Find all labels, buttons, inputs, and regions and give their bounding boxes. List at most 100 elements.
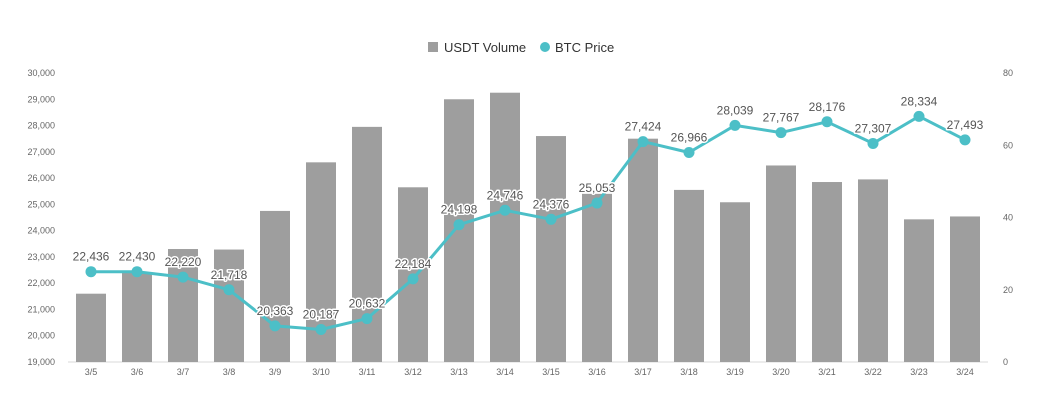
legend-label-usdt-volume: USDT Volume	[444, 40, 526, 55]
x-axis-tick-label: 3/6	[131, 367, 144, 377]
x-axis-tick-label: 3/22	[864, 367, 882, 377]
left-axis-tick-label: 28,000	[27, 121, 55, 131]
x-axis-tick-label: 3/24	[956, 367, 974, 377]
x-axis-tick-label: 3/7	[177, 367, 190, 377]
btc-price-data-label: 21,718	[211, 268, 248, 282]
btc-price-point	[591, 197, 603, 209]
left-axis: 19,000 20,000 21,000 22,000 23,000 24,000 25,0…	[27, 68, 55, 367]
x-axis-tick-label: 3/10	[312, 367, 330, 377]
btc-price-data-label: 27,493	[947, 118, 984, 132]
right-axis-tick-label: 0	[1003, 357, 1008, 367]
bar-usdt-volume	[628, 138, 658, 362]
bar-usdt-volume	[812, 182, 842, 362]
x-axis-tick-label: 3/17	[634, 367, 652, 377]
btc-price-data-label: 20,632	[349, 297, 386, 311]
right-axis-tick-label: 20	[1003, 285, 1013, 295]
right-axis: 0 20 40 60 80	[1003, 68, 1013, 367]
btc-price-data-label: 22,184	[395, 257, 432, 271]
bar-usdt-volume	[260, 210, 290, 362]
x-axis-tick-label: 3/21	[818, 367, 836, 377]
left-axis-tick-label: 27,000	[27, 147, 55, 157]
left-axis-tick-label: 20,000	[27, 331, 55, 341]
left-axis-tick-label: 25,000	[27, 199, 55, 209]
left-axis-tick-label: 21,000	[27, 304, 55, 314]
btc-price-point	[453, 219, 465, 231]
bar-usdt-volume	[582, 193, 612, 362]
x-axis-tick-label: 3/11	[359, 367, 376, 377]
btc-price-point	[407, 273, 419, 285]
x-axis-tick-label: 3/18	[680, 367, 698, 377]
left-axis-tick-label: 22,000	[27, 278, 55, 288]
left-axis-tick-label: 30,000	[27, 68, 55, 78]
btc-price-point	[729, 119, 741, 131]
x-axis-tick-label: 3/14	[496, 367, 514, 377]
btc-price-data-label: 20,187	[303, 307, 340, 321]
bar-usdt-volume	[766, 165, 796, 362]
bar-usdt-volume	[674, 189, 704, 362]
bar-usdt-volume	[444, 99, 474, 362]
bar-usdt-volume	[352, 126, 382, 362]
btc-price-point	[315, 323, 327, 335]
bar-usdt-volume	[950, 216, 980, 362]
right-axis-tick-label: 60	[1003, 140, 1013, 150]
btc-price-data-label: 25,053	[579, 181, 616, 195]
btc-price-point	[775, 127, 787, 139]
btc-price-point	[269, 320, 281, 332]
left-axis-tick-label: 23,000	[27, 252, 55, 262]
left-axis-tick-label: 19,000	[27, 357, 55, 367]
btc-price-point	[361, 313, 373, 325]
btc-price-point	[131, 266, 143, 278]
btc-price-point	[545, 213, 557, 225]
btc-price-data-label: 27,767	[763, 111, 800, 125]
legend-swatch-usdt-volume	[428, 42, 438, 52]
btc-price-point	[683, 146, 695, 158]
btc-price-data-label: 24,376	[533, 197, 570, 211]
x-axis-tick-label: 3/8	[223, 367, 236, 377]
left-axis-tick-label: 26,000	[27, 173, 55, 183]
btc-price-data-label: 28,176	[809, 100, 846, 114]
btc-price-point	[637, 136, 649, 148]
btc-price-point	[913, 110, 925, 122]
bar-usdt-volume	[858, 179, 888, 362]
btc-price-point	[85, 266, 97, 278]
right-axis-tick-label: 40	[1003, 213, 1013, 223]
legend: USDT Volume BTC Price	[428, 40, 614, 55]
x-axis-tick-label: 3/19	[726, 367, 744, 377]
btc-price-point	[499, 204, 511, 216]
x-axis-tick-label: 3/16	[588, 367, 606, 377]
btc-price-line	[91, 114, 966, 331]
btc-price-data-label: 27,424	[625, 120, 662, 134]
btc-price-point	[177, 271, 189, 283]
btc-price-point	[867, 137, 879, 149]
legend-label-btc-price: BTC Price	[555, 40, 614, 55]
bar-usdt-volume	[76, 293, 106, 362]
btc-price-point	[821, 116, 833, 128]
x-axis-tick-label: 3/12	[404, 367, 422, 377]
bar-usdt-volume	[720, 202, 750, 362]
bar-usdt-volume	[122, 272, 152, 362]
btc-price-data-label: 24,198	[441, 203, 478, 217]
btc-price-data-label: 20,363	[257, 304, 294, 318]
btc-price-data-label: 27,307	[855, 121, 892, 135]
btc-price-data-label: 28,039	[717, 103, 754, 117]
bar-usdt-volume	[536, 136, 566, 362]
x-axis-tick-label: 3/15	[542, 367, 560, 377]
btc-price-data-label: 22,430	[119, 250, 156, 264]
btc-price-data-label: 24,746	[487, 188, 524, 202]
line-series-btc-price: 22,436 22,430 22,220 21,718 20,363 20,187 20,6…	[71, 93, 985, 335]
x-axis-tick-label: 3/23	[910, 367, 928, 377]
left-axis-tick-label: 29,000	[27, 94, 55, 104]
bar-usdt-volume	[490, 92, 520, 363]
btc-price-data-label: 26,966	[671, 130, 708, 144]
btc-price-point	[223, 284, 235, 296]
btc-price-data-label: 22,220	[165, 255, 202, 269]
x-axis: 3/5 3/6 3/7 3/8 3/9 3/10 3/11 3/12 3/13 3/14 3/15 3…	[85, 367, 974, 377]
btc-price-data-label: 28,334	[901, 94, 938, 108]
bar-series-usdt-volume	[76, 92, 980, 363]
x-axis-tick-label: 3/13	[450, 367, 468, 377]
bar-usdt-volume	[214, 249, 244, 362]
bar-usdt-volume	[168, 249, 198, 362]
btc-price-point	[959, 134, 971, 146]
x-axis-tick-label: 3/9	[269, 367, 282, 377]
legend-swatch-btc-price	[540, 42, 550, 52]
